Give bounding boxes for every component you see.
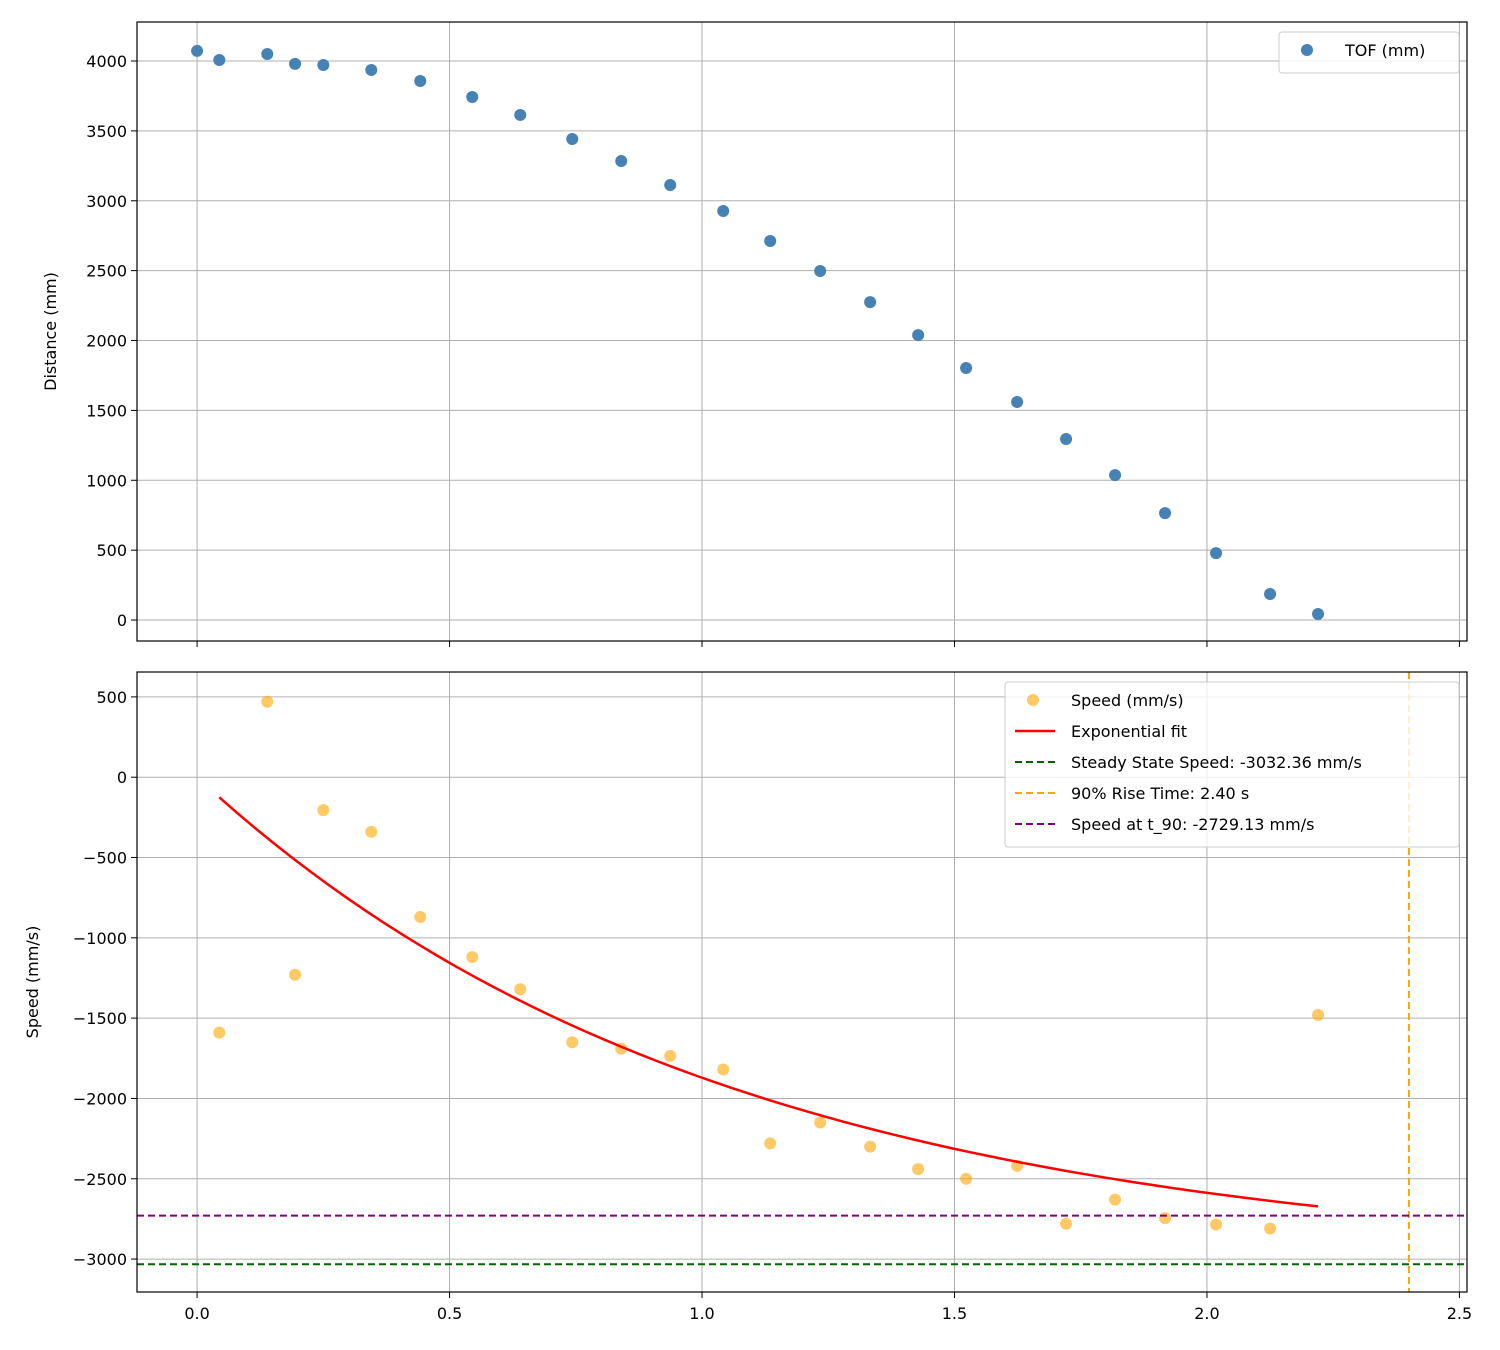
data-point [514,108,527,121]
data-point [213,1026,226,1039]
data-point [466,91,479,104]
data-point [317,804,330,817]
exponential-fit-line [218,796,1319,1208]
data-point [912,1163,925,1176]
data-point [466,951,479,964]
data-point [1210,547,1223,560]
data-point [615,155,628,168]
legend-marker [1027,694,1039,706]
data-point [717,204,730,217]
data-point [864,296,877,309]
x-tick-label: 1.0 [689,1304,714,1323]
legend-box [1278,31,1460,74]
legend: TOF (mm) [1278,31,1460,74]
x-tick-label: 2.0 [1194,1304,1219,1323]
data-point [289,57,302,70]
y-tick-label: 4000 [86,52,127,71]
data-point [764,235,777,248]
axes-frame [136,671,1468,1293]
data-point [1264,588,1277,601]
y-tick-label: 2500 [86,262,127,281]
data-point [289,968,302,981]
y-axis-label: Speed (mm/s) [23,926,42,1039]
y-tick-label: −1500 [73,1009,127,1028]
data-point [365,63,378,76]
data-point [261,695,274,708]
data-point [960,1172,973,1185]
x-tick-label: 0.0 [184,1304,209,1323]
legend-marker [1301,44,1313,56]
y-tick-label: 2000 [86,332,127,351]
data-point [414,74,427,87]
y-tick-label: 3500 [86,122,127,141]
data-point [1210,1218,1223,1231]
data-point [365,825,378,838]
data-point [1109,1193,1122,1206]
data-point [664,178,677,191]
y-tick-label: −3000 [73,1250,127,1269]
y-tick-label: 1000 [86,471,127,490]
x-tick-label: 2.5 [1447,1304,1472,1323]
axes-frame [136,21,1468,642]
data-point [514,983,527,996]
data-point [960,362,973,375]
y-tick-label: 500 [96,688,127,707]
legend-label: Speed at t_90: -2729.13 mm/s [1071,815,1314,835]
panel-1 [131,21,1468,647]
legend-label: Exponential fit [1071,722,1187,741]
data-point [566,132,579,145]
legend-label: Speed (mm/s) [1071,691,1184,710]
data-point [1264,1222,1277,1235]
x-tick-label: 0.5 [437,1304,462,1323]
data-point [1060,433,1073,446]
y-axis-label: Distance (mm) [41,272,60,391]
legend-box [1004,681,1460,848]
legend-label: TOF (mm) [1344,41,1425,60]
data-point [1011,396,1024,409]
y-tick-label: 0 [117,611,127,630]
data-point [213,54,226,67]
y-tick-label: −1000 [73,929,127,948]
y-tick-label: 500 [96,541,127,560]
data-point [1060,1217,1073,1230]
y-tick-label: 3000 [86,192,127,211]
data-point [191,44,204,57]
data-point [814,1116,827,1129]
data-point [1312,1008,1325,1021]
legend-label: 90% Rise Time: 2.40 s [1071,784,1249,803]
legend-label: Steady State Speed: -3032.36 mm/s [1071,753,1362,772]
data-point [1159,1212,1172,1225]
data-point [261,48,274,61]
data-point [1109,469,1122,482]
data-point [317,59,330,72]
data-point [1159,507,1172,520]
data-point [1312,608,1325,621]
y-tick-label: 0 [117,768,127,787]
data-point [814,265,827,278]
x-tick-label: 1.5 [942,1304,967,1323]
y-tick-label: 1500 [86,401,127,420]
data-point [717,1063,730,1076]
legend: Speed (mm/s) Exponential fit Steady State … [1004,681,1460,848]
data-point [764,1137,777,1150]
data-point [664,1049,677,1062]
data-point [864,1140,877,1153]
data-point [912,329,925,342]
data-point [566,1036,579,1049]
y-tick-label: −2000 [73,1089,127,1108]
data-point [414,910,427,923]
y-tick-label: −500 [83,849,127,868]
y-tick-label: −2500 [73,1170,127,1189]
